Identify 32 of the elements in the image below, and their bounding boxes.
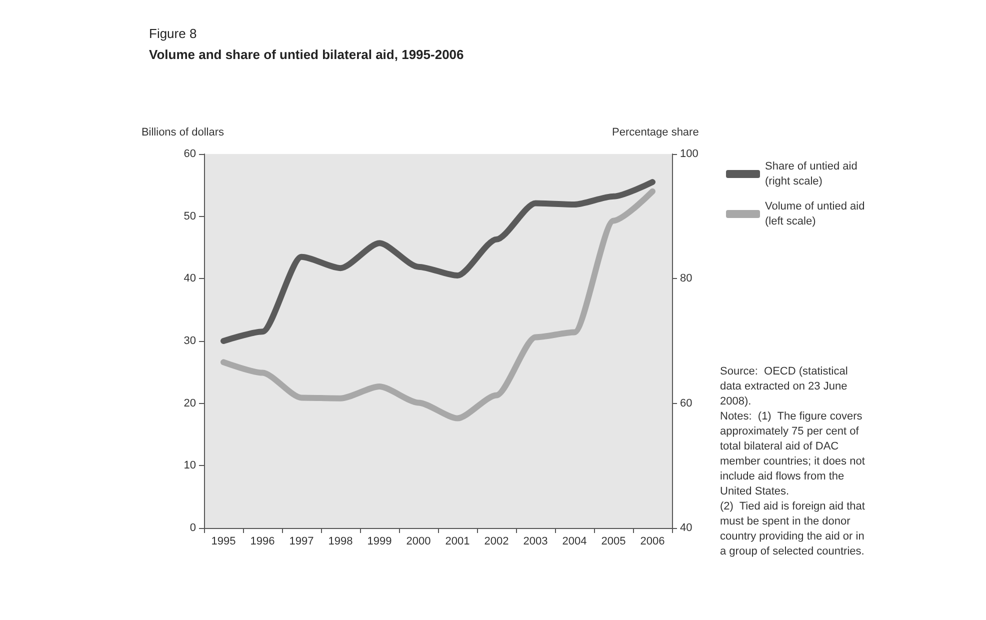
y2-axis-title: Percentage share: [612, 126, 699, 138]
x-tick-label: 1996: [250, 536, 275, 548]
text: (2) Tied aid is foreign aid that must be spent in the donor country providing the aid or in a group of selected countries.: [720, 500, 868, 558]
x-tick-label: 1998: [328, 536, 353, 548]
y2-tick-label: 80: [680, 272, 692, 285]
y-tick-label: 60: [184, 148, 196, 160]
y2-tick-label: 40: [680, 522, 692, 534]
x-tick-label: 1995: [211, 536, 236, 548]
y-axis-title: Billions of dollars: [141, 126, 224, 138]
x-tick-label: 2004: [562, 536, 587, 548]
y-tick-label: 50: [184, 210, 196, 222]
y-tick-label: 10: [184, 460, 196, 472]
x-tick-label: 1997: [289, 536, 314, 548]
chart-title: Figure 8: [149, 26, 197, 41]
text: Notes: (1) The figure covers approximately 75 per cent of total bilateral aid of DAC member countries; it does not include aid flows from the United States.: [720, 410, 868, 498]
legend-label: Share of untied aid (right scale): [765, 160, 858, 188]
x-tick-label: 2003: [523, 536, 548, 548]
chart-subtitle: Volume and share of untied bilateral aid, 1995-2006: [149, 47, 464, 62]
x-tick-label: 2005: [601, 536, 626, 548]
legend-label: Volume of untied aid (left scale): [765, 200, 865, 228]
x-tick-label: 2002: [484, 536, 509, 548]
y-tick-label: 40: [184, 272, 196, 285]
y-tick-label: 20: [184, 397, 196, 410]
x-tick-label: 2006: [640, 536, 665, 548]
y-tick-label: 0: [190, 522, 196, 534]
source-note: Source: OECD (statistical data extracted on 23 June 2008).: [720, 366, 851, 408]
y2-tick-label: 60: [680, 397, 692, 410]
x-tick-label: 2000: [406, 536, 431, 548]
y2-tick-label: 100: [680, 148, 698, 160]
y-tick-label: 30: [184, 335, 196, 347]
x-tick-label: 2001: [445, 536, 470, 548]
x-tick-label: 1999: [367, 536, 392, 548]
